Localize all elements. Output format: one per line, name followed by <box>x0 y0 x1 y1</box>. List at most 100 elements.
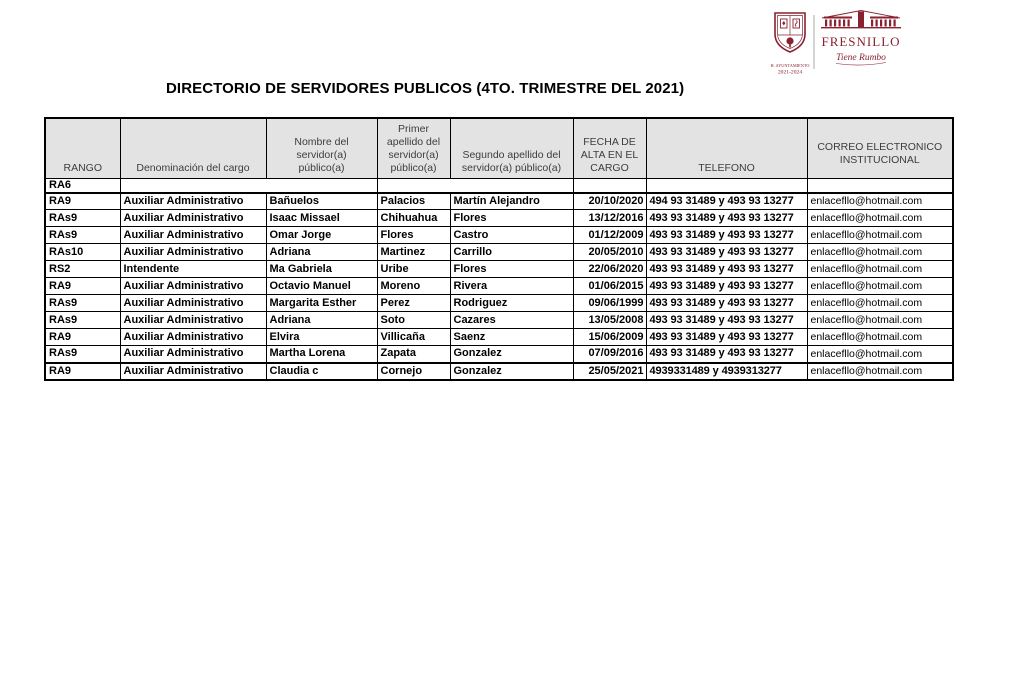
table-row: RA9 Auxiliar Administrativo Claudia c Corne… <box>44 361 954 381</box>
cell-primer-apellido <box>376 177 574 193</box>
cell-fecha-alta: 13/12/2016 <box>572 209 647 227</box>
cell-primer-apellido: Perez <box>376 294 451 312</box>
cell-segundo-apellido: Flores <box>449 209 574 227</box>
page-title: DIRECTORIO DE SERVIDORES PUBLICOS (4TO. … <box>166 80 685 97</box>
cell-cargo: Auxiliar Administrativo <box>119 328 267 346</box>
cell-primer-apellido: Zapata <box>376 345 451 363</box>
cell-nombre: Ma Gabriela <box>265 260 378 278</box>
cell-rango: RAs9 <box>44 345 121 363</box>
cell-fecha-alta: 07/09/2016 <box>572 345 647 363</box>
cell-fecha-alta: 15/06/2009 <box>572 328 647 346</box>
header-fecha-alta: FECHA DE ALTA EN EL CARGO <box>572 117 647 179</box>
cell-nombre: Elvira <box>265 328 378 346</box>
cell-segundo-apellido: Castro <box>449 226 574 244</box>
cell-telefono: 493 93 31489 y 493 93 13277 <box>645 311 808 329</box>
cell-cargo: Auxiliar Administrativo <box>119 311 267 329</box>
brand-tagline: Tiene Rumbo <box>836 53 886 63</box>
cell-correo: enlacefllo@hotmail.com <box>806 243 954 261</box>
logo-graphic: H. AYUNTAMIENTO 2021-2024 <box>770 10 901 76</box>
cell-cargo: Auxiliar Administrativo <box>119 243 267 261</box>
cell-cargo: Intendente <box>119 260 267 278</box>
cell-segundo-apellido: Saenz <box>449 328 574 346</box>
cell-rango: RAs9 <box>44 294 121 312</box>
header-primer-apellido: Primer apellido del servidor(a) público(… <box>376 117 451 179</box>
table-row: RAs9 Auxiliar Administrativo Adriana Soto Ca… <box>44 311 954 329</box>
header-cargo: Denominación del cargo <box>119 117 267 179</box>
cell-correo: enlacefllo@hotmail.com <box>806 294 954 312</box>
cell-segundo-apellido: Flores <box>449 260 574 278</box>
cell-primer-apellido: Moreno <box>376 277 451 295</box>
cell-telefono: 493 93 31489 y 493 93 13277 <box>645 243 808 261</box>
cell-correo: enlacefllo@hotmail.com <box>806 260 954 278</box>
cell-segundo-apellido: Cazares <box>449 311 574 329</box>
cell-rango: RA9 <box>44 277 121 295</box>
header-correo: CORREO ELECTRONICO INSTITUCIONAL <box>806 117 954 179</box>
cell-segundo-apellido: Martín Alejandro <box>449 191 574 210</box>
cell-nombre: Claudia c <box>265 361 378 381</box>
cell-segundo-apellido: Rodriguez <box>449 294 574 312</box>
cell-telefono: 493 93 31489 y 493 93 13277 <box>645 226 808 244</box>
crest-years: 2021-2024 <box>778 70 802 76</box>
cell-primer-apellido: Soto <box>376 311 451 329</box>
cell-nombre: Adriana <box>265 243 378 261</box>
cell-cargo: Auxiliar Administrativo <box>119 294 267 312</box>
table-row: RAs9 Auxiliar Administrativo Margarita Est… <box>44 294 954 312</box>
crest-icon <box>774 12 806 53</box>
table-row: RAs9 Auxiliar Administrativo Omar Jorge Flo… <box>44 226 954 244</box>
cell-correo <box>806 177 954 193</box>
cell-primer-apellido: Uribe <box>376 260 451 278</box>
cell-telefono: 493 93 31489 y 493 93 13277 <box>645 209 808 227</box>
cell-rango: RAs9 <box>44 209 121 227</box>
cell-fecha-alta: 09/06/1999 <box>572 294 647 312</box>
cell-telefono: 493 93 31489 y 493 93 13277 <box>645 345 808 363</box>
cell-telefono: 493 93 31489 y 493 93 13277 <box>645 328 808 346</box>
cell-correo: enlacefllo@hotmail.com <box>806 311 954 329</box>
table-row: RAs10 Auxiliar Administrativo Adriana Marti… <box>44 243 954 261</box>
crest-caption: H. AYUNTAMIENTO <box>770 63 809 68</box>
cell-fecha-alta: 25/05/2021 <box>572 361 647 381</box>
cell-primer-apellido: Cornejo <box>376 361 451 381</box>
cell-correo: enlacefllo@hotmail.com <box>806 361 954 381</box>
table-row: RS2 Intendente Ma Gabriela Uribe Flores 22/06… <box>44 260 954 278</box>
cell-fecha-alta: 13/05/2008 <box>572 311 647 329</box>
cell-telefono: 494 93 31489 y 493 93 13277 <box>645 191 808 210</box>
cell-correo: enlacefllo@hotmail.com <box>806 277 954 295</box>
cell-fecha-alta: 01/12/2009 <box>572 226 647 244</box>
cell-nombre: Octavio Manuel <box>265 277 378 295</box>
cell-telefono: 493 93 31489 y 493 93 13277 <box>645 294 808 312</box>
cell-rango: RAs10 <box>44 243 121 261</box>
table-row: RAs9 Auxiliar Administrativo Martha Lorena… <box>44 345 954 363</box>
table-row: RAs9 Auxiliar Administrativo Isaac Missael… <box>44 209 954 227</box>
cell-nombre: Margarita Esther <box>265 294 378 312</box>
cell-correo: enlacefllo@hotmail.com <box>806 226 954 244</box>
cell-cargo: Auxiliar Administrativo <box>119 209 267 227</box>
table-row: RA9 Auxiliar Administrativo Elvira Villicañ… <box>44 328 954 346</box>
cell-fecha-alta: 20/10/2020 <box>572 191 647 210</box>
cell-primer-apellido: Chihuahua <box>376 209 451 227</box>
cell-telefono <box>645 177 808 193</box>
cell-segundo-apellido: Gonzalez <box>449 361 574 381</box>
cell-primer-apellido: Villicaña <box>376 328 451 346</box>
cell-primer-apellido: Palacios <box>376 191 451 210</box>
cell-segundo-apellido: Gonzalez <box>449 345 574 363</box>
cell-nombre: Omar Jorge <box>265 226 378 244</box>
header-nombre: Nombre del servidor(a) público(a) <box>265 117 378 179</box>
cell-cargo: Auxiliar Administrativo <box>119 277 267 295</box>
cell-cargo <box>119 177 378 193</box>
cell-fecha-alta: 22/06/2020 <box>572 260 647 278</box>
header-telefono: TELEFONO <box>645 117 808 179</box>
directory-table: RANGO Denominación del cargo Nombre del … <box>44 117 954 381</box>
cell-segundo-apellido: Rivera <box>449 277 574 295</box>
table-row: RA9 Auxiliar Administrativo Bañuelos Palaci… <box>44 191 954 210</box>
cell-rango: RAs9 <box>44 226 121 244</box>
header-rango: RANGO <box>44 117 121 179</box>
building-icon <box>821 10 901 29</box>
cell-primer-apellido: Flores <box>376 226 451 244</box>
table-row: RA6 <box>44 177 954 193</box>
cell-cargo: Auxiliar Administrativo <box>119 361 267 381</box>
cell-cargo: Auxiliar Administrativo <box>119 226 267 244</box>
cell-telefono: 4939331489 y 4939313277 <box>645 361 808 381</box>
brand-name: FRESNILLO <box>821 34 900 49</box>
cell-rango: RAs9 <box>44 311 121 329</box>
